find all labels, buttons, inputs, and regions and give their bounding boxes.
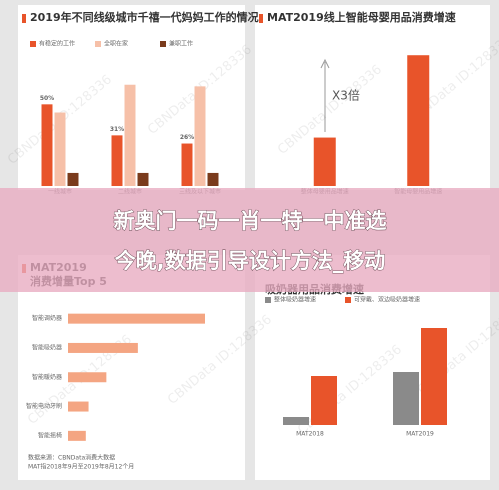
bar [283, 417, 309, 425]
legend-label: 可穿戴、双边吸奶器增速 [354, 296, 420, 304]
x-tick-label: MAT2019 [406, 431, 434, 438]
value-label: 31% [110, 126, 124, 133]
legend-label: 兼职工作 [169, 40, 193, 48]
banner-line: 新奥门一码一肖一特一中准选 [114, 209, 387, 233]
legend-label: 有稳定的工作 [39, 40, 75, 48]
legend-swatch [345, 297, 351, 303]
y-tick-label: 智能电动牙刷 [26, 402, 62, 410]
bar [407, 55, 430, 186]
x-tick-label: MAT2018 [296, 431, 324, 438]
bar [181, 143, 193, 186]
legend-label: 全职在家 [104, 40, 128, 48]
legend-swatch [265, 297, 271, 303]
legend-swatch [95, 41, 101, 47]
chart-title: MAT2019线上智能母婴用品消费增速 [267, 10, 456, 24]
legend-label: 整体吸奶器增速 [274, 296, 316, 304]
bar [68, 342, 138, 353]
chart-title: 2019年不同线级城市千禧一代妈妈工作的情况 [30, 10, 259, 24]
legend-swatch [30, 41, 36, 47]
bar [68, 430, 86, 441]
y-tick-label: 智能摇椅 [38, 431, 62, 439]
bar [137, 172, 149, 186]
source-note: MAT指2018年9月至2019年8月12个月 [28, 463, 134, 471]
bar [67, 172, 79, 186]
title-marker [22, 14, 26, 23]
value-label: 26% [180, 134, 194, 141]
legend-swatch [160, 41, 166, 47]
panel [255, 5, 490, 190]
bar [393, 372, 419, 425]
y-tick-label: 智能暖奶器 [32, 373, 62, 381]
value-label: 50% [40, 95, 54, 102]
bar [41, 104, 53, 186]
panel [18, 255, 245, 480]
bar [124, 84, 136, 186]
bar [54, 112, 66, 186]
y-tick-label: 智能调奶器 [32, 314, 62, 322]
panel [255, 255, 490, 480]
bar [68, 313, 205, 324]
bar [68, 401, 89, 412]
source-note: 数据来源：CBNData消费大数据 [28, 454, 115, 462]
bar [194, 86, 206, 186]
bar [313, 137, 336, 186]
bar [421, 328, 447, 425]
bar [68, 372, 107, 383]
banner-line: 今晚,数据引导设计方法_移动 [115, 249, 385, 273]
bar [111, 135, 123, 186]
y-tick-label: 智能吸奶器 [32, 343, 62, 351]
banner-bg [0, 188, 499, 292]
bar [311, 376, 337, 425]
annotation: X3倍 [332, 88, 360, 103]
bar [207, 172, 219, 186]
arrow-head [320, 58, 330, 69]
title-marker [259, 14, 263, 23]
